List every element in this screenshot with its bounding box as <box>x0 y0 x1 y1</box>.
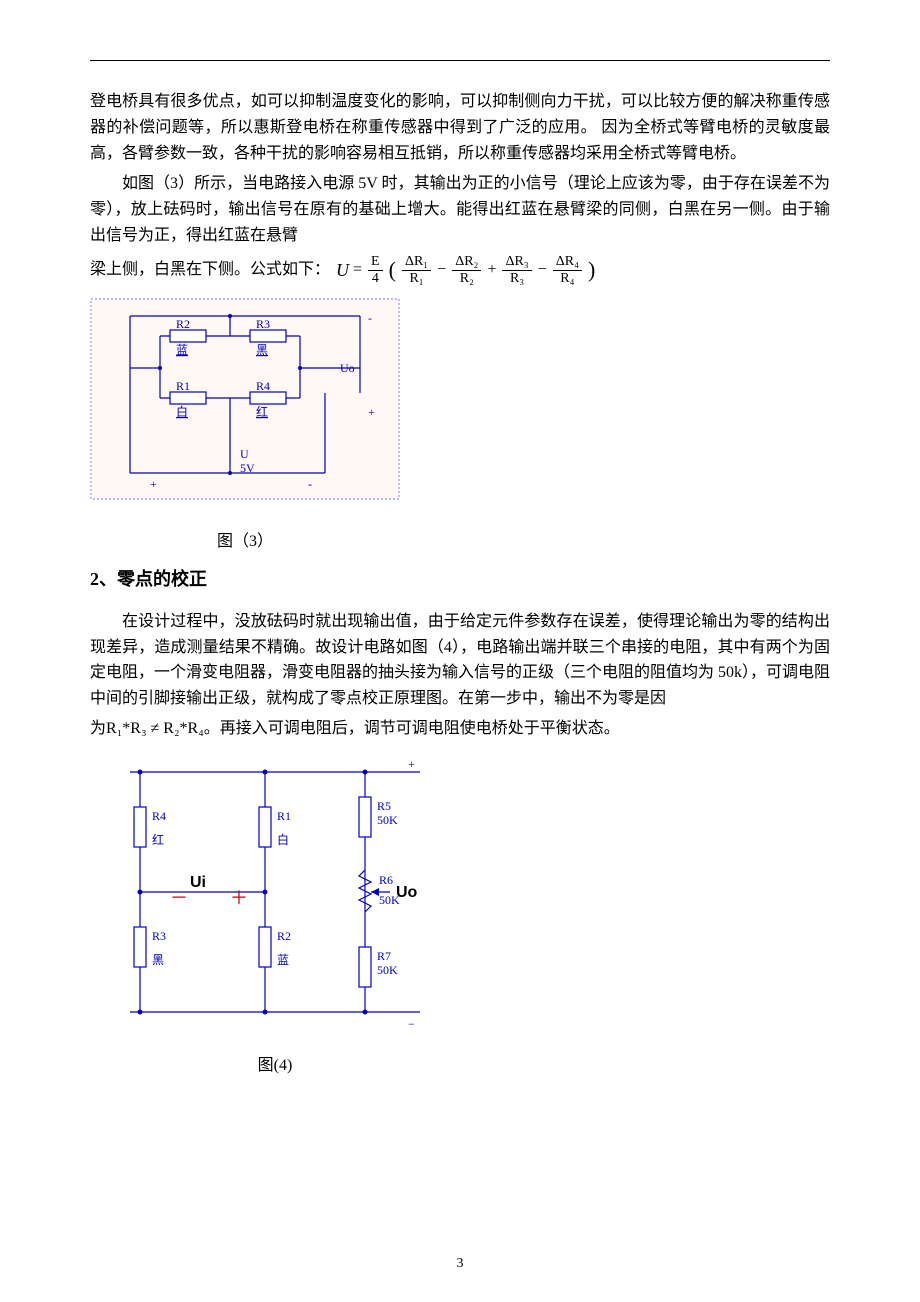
fig3-r2-color: 蓝 <box>176 343 188 357</box>
fig4-r5-val: 50K <box>377 813 398 827</box>
frac-3: ΔR₃ R₃ <box>502 254 531 286</box>
fig3-5v: 5V <box>240 461 255 475</box>
figure-3-caption: 图（3） <box>90 527 400 551</box>
formula-lhs: U <box>336 256 349 285</box>
fig4-r2-color: 蓝 <box>277 953 289 967</box>
fig4-r3-label: R3 <box>152 929 166 943</box>
fig4-minus-bottom: − <box>408 1017 415 1031</box>
frac-4: ΔR₄ R₄ <box>553 254 582 286</box>
fig4-ui-minus: － <box>170 888 188 908</box>
frac-1: ΔR₁ R₁ <box>402 254 431 286</box>
fig3-uo: Uo <box>340 361 355 375</box>
paragraph-3-with-formula: 梁上侧，白黑在下侧。公式如下： U = E 4 ( ΔR₁ R₁ − ΔR₂ R… <box>90 252 830 287</box>
figure-4: + − R4 红 R3 黑 R1 白 R2 蓝 R5 50K <box>90 752 830 1075</box>
figure-3-svg: R2 蓝 R3 黑 R1 白 R4 红 Uo - <box>90 298 400 518</box>
fig3-plus-bottom: + <box>150 477 157 491</box>
fig3-r1-color: 白 <box>176 404 188 419</box>
fig4-r1-color: 白 <box>277 832 289 847</box>
fig3-plus-right: + <box>368 405 375 419</box>
figure-4-caption: 图(4) <box>90 1051 460 1075</box>
fig4-r6-label: R6 <box>379 873 393 887</box>
fig3-r3-color: 黑 <box>256 343 268 357</box>
fig4-r5-label: R5 <box>377 799 391 813</box>
fig3-r2-label: R2 <box>176 317 190 331</box>
fig4-r1-label: R1 <box>277 809 291 823</box>
figure-4-svg: + − R4 红 R3 黑 R1 白 R2 蓝 R5 50K <box>90 752 460 1042</box>
figure-3: R2 蓝 R3 黑 R1 白 R4 红 Uo - <box>90 298 830 551</box>
fig3-minus-top: - <box>368 311 372 325</box>
frac-E4: E 4 <box>368 254 383 286</box>
fig4-plus-top: + <box>408 757 415 771</box>
paragraph-1: 登电桥具有很多优点，如可以抑制温度变化的影响，可以抑制侧向力干扰，可以比较方便的… <box>90 89 830 167</box>
fig4-ui: Ui <box>190 874 206 891</box>
fig4-uo: Uo <box>396 884 418 901</box>
formula-eq: = <box>353 257 362 283</box>
p5-prefix: 为 <box>90 720 106 737</box>
fig3-minus-bottom: - <box>308 477 312 491</box>
fig3-r4-color: 红 <box>256 404 268 419</box>
page-number: 3 <box>0 1256 920 1272</box>
formula-U: U = E 4 ( ΔR₁ R₁ − ΔR₂ R₂ + ΔR₃ R₃ − <box>336 252 595 287</box>
frac-2: ΔR₂ R₂ <box>452 254 481 286</box>
fig4-r2-label: R2 <box>277 929 291 943</box>
formula-lparen: ( <box>389 252 396 287</box>
paragraph-2: 如图（3）所示，当电路接入电源 5V 时，其输出为正的小信号（理论上应该为零，由… <box>90 171 830 249</box>
op-minus-1: − <box>437 257 446 283</box>
heading-2: 2、零点的校正 <box>90 565 830 591</box>
paragraph-3-prefix: 梁上侧，白黑在下侧。公式如下： <box>90 257 330 283</box>
fig4-r4-label: R4 <box>152 809 166 823</box>
fig4-ui-plus: ＋ <box>230 888 248 908</box>
header-rule <box>90 60 830 61</box>
paragraph-5: 为R₁*R₃ ≠ R₂*R₄。再接入可调电阻后，调节可调电阻使电桥处于平衡状态。 <box>90 716 830 742</box>
fig4-r7-label: R7 <box>377 949 391 963</box>
fig4-r4-color: 红 <box>152 832 164 847</box>
fig3-U: U <box>240 447 249 461</box>
op-plus: + <box>487 257 496 283</box>
p5-suffix: 。再接入可调电阻后，调节可调电阻使电桥处于平衡状态。 <box>204 720 620 737</box>
p5-math: R₁*R₃ ≠ R₂*R₄ <box>106 720 204 737</box>
fig3-r3-label: R3 <box>256 317 270 331</box>
fig3-r1-label: R1 <box>176 379 190 393</box>
fig3-r4-label: R4 <box>256 379 270 393</box>
fig4-r3-color: 黑 <box>152 953 164 967</box>
paragraph-4: 在设计过程中，没放砝码时就出现输出值，由于给定元件参数存在误差，使得理论输出为零… <box>90 609 830 713</box>
formula-rparen: ) <box>588 252 595 287</box>
fig4-r7-val: 50K <box>377 963 398 977</box>
page: 登电桥具有很多优点，如可以抑制温度变化的影响，可以抑制侧向力干扰，可以比较方便的… <box>0 0 920 1302</box>
op-minus-2: − <box>538 257 547 283</box>
